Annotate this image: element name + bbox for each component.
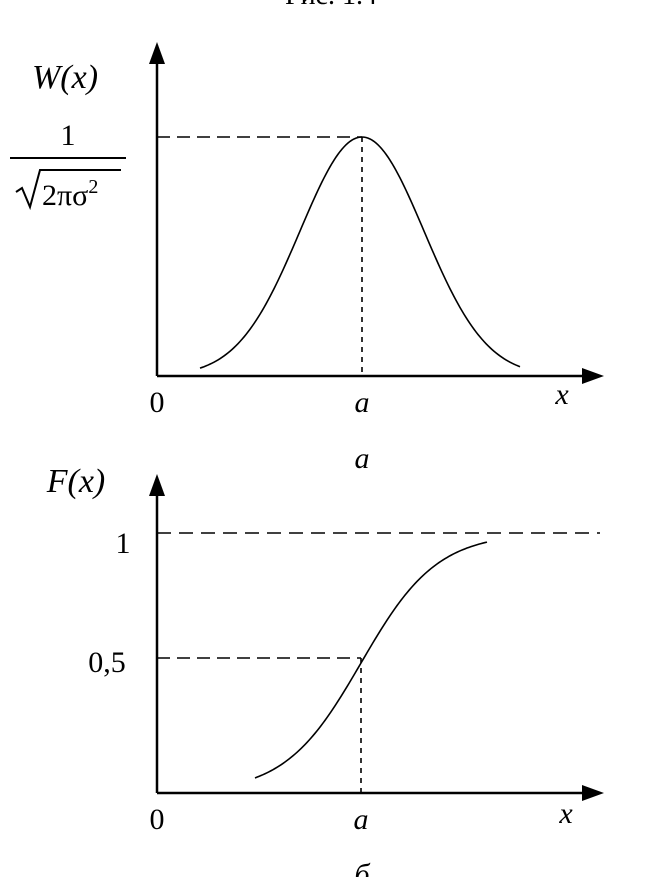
y-axis-arrow-b — [149, 474, 165, 496]
chart-a: W(x) 1 2πσ2 0 a x а — [10, 42, 604, 475]
x-tick-label-zero-b: 0 — [150, 803, 165, 836]
chart-b: F(x) 1 0,5 0 a x б — [46, 463, 604, 877]
y-tick-denominator: 2πσ2 — [42, 176, 98, 212]
x-axis-label-a: x — [554, 378, 569, 411]
x-tick-label-zero-a: 0 — [150, 386, 165, 419]
y-axis-arrow-a — [149, 42, 165, 64]
sqrt-sign — [15, 169, 121, 211]
x-axis-arrow-b — [582, 785, 604, 801]
y-tick-label-peak: 1 2πσ2 — [10, 119, 126, 212]
panel-label-a: а — [355, 442, 370, 475]
x-axis-label-b: x — [558, 797, 573, 830]
series-line-density — [199, 136, 521, 369]
y-axis-label-b: F(x) — [46, 463, 106, 500]
x-axis-arrow-a — [582, 368, 604, 384]
series-line-cumulative — [254, 541, 488, 779]
panel-label-b: б — [354, 858, 370, 877]
x-tick-label-a-b: a — [354, 803, 369, 836]
y-tick-label-one: 1 — [116, 527, 131, 560]
y-tick-numerator: 1 — [61, 119, 76, 152]
x-tick-label-a-a: a — [355, 386, 370, 419]
figure-caption: Рис. 1.4 — [285, 0, 377, 11]
y-axis-label-a: W(x) — [32, 59, 98, 96]
y-tick-label-half: 0,5 — [88, 646, 126, 679]
